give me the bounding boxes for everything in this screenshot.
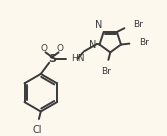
Text: S: S — [48, 54, 56, 64]
Text: O: O — [57, 44, 64, 53]
Text: Br: Br — [139, 38, 149, 47]
Text: N: N — [95, 20, 103, 30]
Text: O: O — [40, 44, 47, 53]
Text: N: N — [89, 40, 97, 50]
Text: HN: HN — [71, 54, 84, 63]
Text: Br: Br — [102, 67, 111, 76]
Text: Cl: Cl — [32, 125, 42, 135]
Text: Br: Br — [133, 20, 143, 29]
